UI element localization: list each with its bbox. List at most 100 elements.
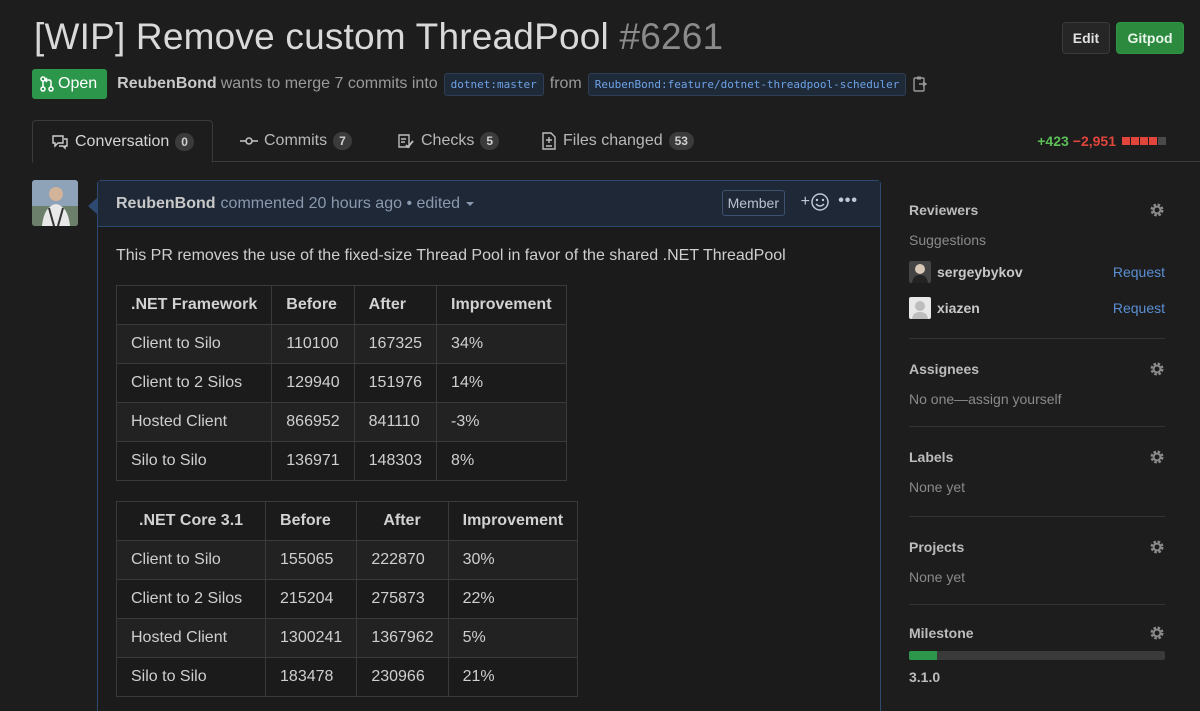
pr-state-badge: Open: [32, 69, 108, 99]
add-reaction-button[interactable]: +: [801, 193, 829, 211]
table-row: Client to Silo 155065 222870 30%: [115, 540, 579, 580]
header-actions: Edit Gitpod: [1062, 22, 1184, 54]
comment-arrow: [88, 198, 97, 214]
more-options-icon[interactable]: •••: [838, 192, 858, 209]
gear-icon[interactable]: [1149, 625, 1165, 641]
comment-author[interactable]: ReubenBond: [116, 194, 216, 212]
table-cell: 110100: [271, 324, 355, 364]
table-cell: Client to Silo: [115, 324, 273, 364]
request-review-link[interactable]: Request: [1112, 264, 1165, 280]
diff-block: [1140, 137, 1148, 145]
comment-author-avatar[interactable]: [32, 180, 78, 226]
table-header-row: .NET Core 3.1 Before After Improvement: [115, 501, 579, 541]
reviewer-name[interactable]: xiazen: [937, 300, 980, 316]
tab-checks[interactable]: Checks 5: [397, 120, 500, 162]
plus-icon: +: [800, 193, 810, 210]
comment-meta[interactable]: commented 20 hours ago • edited: [220, 194, 461, 212]
table-cell: 866952: [271, 402, 355, 442]
table-cell: 222870: [356, 540, 449, 580]
comment-icon: [52, 134, 68, 150]
labels-value: None yet: [909, 479, 966, 495]
pr-title-text: [WIP] Remove custom ThreadPool: [34, 16, 609, 57]
table-cell: 1367962: [356, 618, 449, 658]
table-row: Silo to Silo 183478 230966 21%: [115, 657, 579, 697]
framework-benchmark-table: .NET Framework Before After Improvement …: [115, 285, 567, 481]
checklist-icon: [398, 134, 414, 149]
pr-author-link[interactable]: ReubenBond: [117, 75, 217, 92]
sidebar-assignees: Assignees No one—assign yourself: [909, 339, 1165, 427]
pr-header: [WIP] Remove custom ThreadPool #6261: [34, 16, 1180, 66]
tab-files-changed-label: Files changed: [563, 132, 663, 149]
table-cell: 34%: [436, 324, 567, 364]
table-cell: 1300241: [265, 618, 358, 658]
reviewer-name[interactable]: sergeybykov: [937, 264, 1023, 280]
chevron-down-icon[interactable]: [464, 199, 476, 209]
labels-title: Labels: [909, 449, 954, 465]
table-header: Improvement: [436, 285, 567, 325]
table-cell: -3%: [436, 402, 567, 442]
tab-conversation-count: 0: [175, 132, 194, 151]
tab-files-changed[interactable]: Files changed 53: [541, 120, 694, 162]
smiley-icon: [811, 193, 829, 211]
gear-icon[interactable]: [1149, 361, 1165, 377]
milestone-value[interactable]: 3.1.0: [909, 669, 941, 685]
table-cell: 155065: [265, 540, 358, 580]
sidebar-milestone: Milestone 3.1.0: [909, 605, 1165, 695]
comment-header: ReubenBond commented 20 hours ago • edit…: [98, 181, 880, 227]
merge-text: wants to merge 7 commits into: [220, 75, 438, 92]
pr-sidebar: Reviewers Suggestions sergeybykov Reques…: [909, 180, 1165, 695]
table-cell: 5%: [447, 618, 579, 658]
file-diff-icon: [542, 132, 556, 150]
diffstat: +423 −2,951: [1037, 133, 1166, 149]
pr-number: #6261: [619, 16, 724, 57]
table-header-row: .NET Framework Before After Improvement: [115, 285, 567, 325]
reviewer-item: sergeybykov Request: [909, 260, 1165, 284]
base-branch[interactable]: dotnet:master: [443, 72, 544, 96]
projects-value: None yet: [909, 569, 966, 585]
assignees-value[interactable]: No one—assign yourself: [909, 391, 1062, 407]
reviewer-avatar: [909, 297, 931, 319]
table-cell: Hosted Client: [115, 618, 267, 658]
pr-title: [WIP] Remove custom ThreadPool #6261: [34, 16, 1180, 58]
gear-icon[interactable]: [1149, 539, 1165, 555]
table-cell: 183478: [265, 657, 358, 697]
table-cell: 30%: [447, 540, 579, 580]
sidebar-labels: Labels None yet: [909, 427, 1165, 517]
table-cell: 21%: [447, 657, 579, 697]
table-cell: Client to Silo: [115, 540, 267, 580]
table-cell: 129940: [271, 363, 355, 403]
table-cell: Silo to Silo: [115, 441, 273, 481]
diffstat-blocks: [1122, 137, 1166, 145]
pr-state-label: Open: [58, 75, 98, 92]
diff-block: [1158, 137, 1166, 145]
table-cell: Client to 2 Silos: [115, 363, 273, 403]
reviewers-title: Reviewers: [909, 202, 979, 218]
table-row: Hosted Client 866952 841110 -3%: [115, 402, 567, 442]
tab-commits[interactable]: Commits 7: [240, 120, 352, 162]
table-cell: Client to 2 Silos: [115, 579, 267, 619]
request-review-link[interactable]: Request: [1112, 300, 1165, 316]
table-cell: 215204: [265, 579, 358, 619]
tab-conversation[interactable]: Conversation 0: [32, 120, 213, 163]
table-cell: 167325: [353, 324, 438, 364]
tab-checks-label: Checks: [421, 132, 475, 149]
assignees-title: Assignees: [909, 361, 980, 377]
clipboard-icon[interactable]: [912, 75, 928, 93]
table-header: After: [353, 285, 438, 325]
reviewer-avatar: [909, 261, 931, 283]
sidebar-reviewers: Reviewers Suggestions sergeybykov Reques…: [909, 180, 1165, 339]
table-header: Improvement: [447, 501, 579, 541]
tab-commits-label: Commits: [264, 132, 328, 149]
diff-additions: +423: [1037, 133, 1069, 149]
gear-icon[interactable]: [1149, 202, 1165, 218]
gear-icon[interactable]: [1149, 449, 1165, 465]
table-row: Client to 2 Silos 215204 275873 22%: [115, 579, 579, 619]
gitpod-button[interactable]: Gitpod: [1116, 22, 1184, 54]
table-row: Client to Silo 110100 167325 34%: [115, 324, 567, 364]
milestone-progress-fill: [909, 651, 938, 660]
head-branch[interactable]: ReubenBond:feature/dotnet-threadpool-sch…: [587, 72, 907, 96]
table-cell: 841110: [353, 402, 438, 442]
table-cell: Silo to Silo: [115, 657, 267, 697]
edit-button[interactable]: Edit: [1062, 22, 1110, 54]
table-header: .NET Framework: [115, 285, 273, 325]
